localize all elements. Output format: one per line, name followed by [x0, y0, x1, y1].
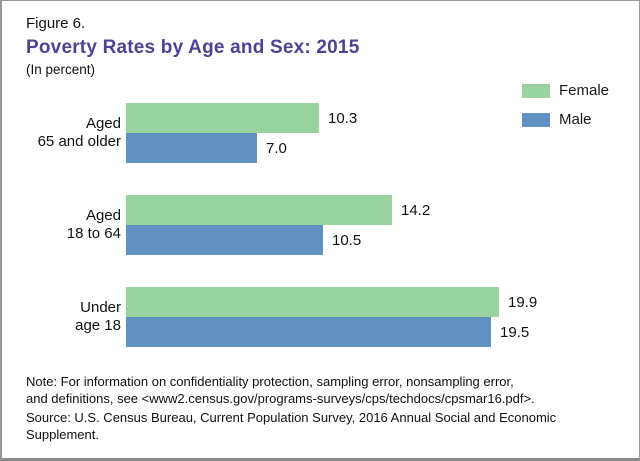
chart-group: Aged 18 to 64 14.2 10.5 — [2, 195, 639, 255]
value-label: 19.9 — [508, 293, 538, 311]
chart-group: Under age 18 19.9 19.5 — [2, 287, 639, 347]
legend: Female Male — [522, 82, 609, 128]
bar-pair: 19.9 19.5 — [126, 287, 537, 347]
bar-row: 14.2 — [126, 195, 430, 225]
male-swatch — [522, 112, 550, 127]
female-bar — [126, 195, 392, 225]
chart-groups: Aged 65 and older 10.3 7.0 Aged 18 to 64 14.2 1… — [2, 103, 639, 347]
value-label: 19.5 — [500, 323, 530, 341]
bar-pair: 14.2 10.5 — [126, 195, 430, 255]
category-label: Aged 65 and older — [37, 114, 121, 151]
male-bar — [126, 317, 491, 347]
note-text-line2: and definitions, see <www2.census.gov/pr… — [26, 390, 535, 406]
female-swatch — [522, 83, 550, 98]
category-label: Aged 18 to 64 — [66, 206, 121, 243]
bar-row: 10.3 — [126, 103, 357, 133]
female-bar — [126, 287, 499, 317]
value-label: 10.5 — [332, 231, 362, 249]
value-label: 7.0 — [266, 139, 287, 157]
chart-group: Aged 65 and older 10.3 7.0 — [2, 103, 639, 163]
bar-row: 19.9 — [126, 287, 537, 317]
value-label: 14.2 — [401, 201, 431, 219]
value-label: 10.3 — [328, 109, 358, 127]
bar-chart: Aged 65 and older 10.3 7.0 Aged 18 to 64 14.2 1… — [2, 103, 639, 379]
male-bar — [126, 133, 257, 163]
figure-label: Figure 6. — [26, 15, 86, 32]
source-text: Source: U.S. Census Bureau, Current Popu… — [26, 410, 557, 442]
female-bar — [126, 103, 319, 133]
bar-row: 10.5 — [126, 225, 430, 255]
male-bar — [126, 225, 323, 255]
category-label: Under age 18 — [75, 298, 121, 335]
bar-row: 19.5 — [126, 317, 537, 347]
footer: Note: For information on confidentiality… — [26, 374, 626, 443]
legend-label-female: Female — [559, 82, 610, 99]
legend-item-female: Female — [522, 82, 609, 99]
bar-row: 7.0 — [126, 133, 357, 163]
bar-pair: 10.3 7.0 — [126, 103, 357, 163]
figure-title: Poverty Rates by Age and Sex: 2015 — [26, 37, 360, 58]
figure-subtitle: (In percent) — [26, 62, 96, 77]
legend-item-male: Male — [522, 111, 609, 128]
legend-label-male: Male — [559, 111, 592, 128]
note-text-line1: Note: For information on confidentiality… — [26, 374, 514, 389]
